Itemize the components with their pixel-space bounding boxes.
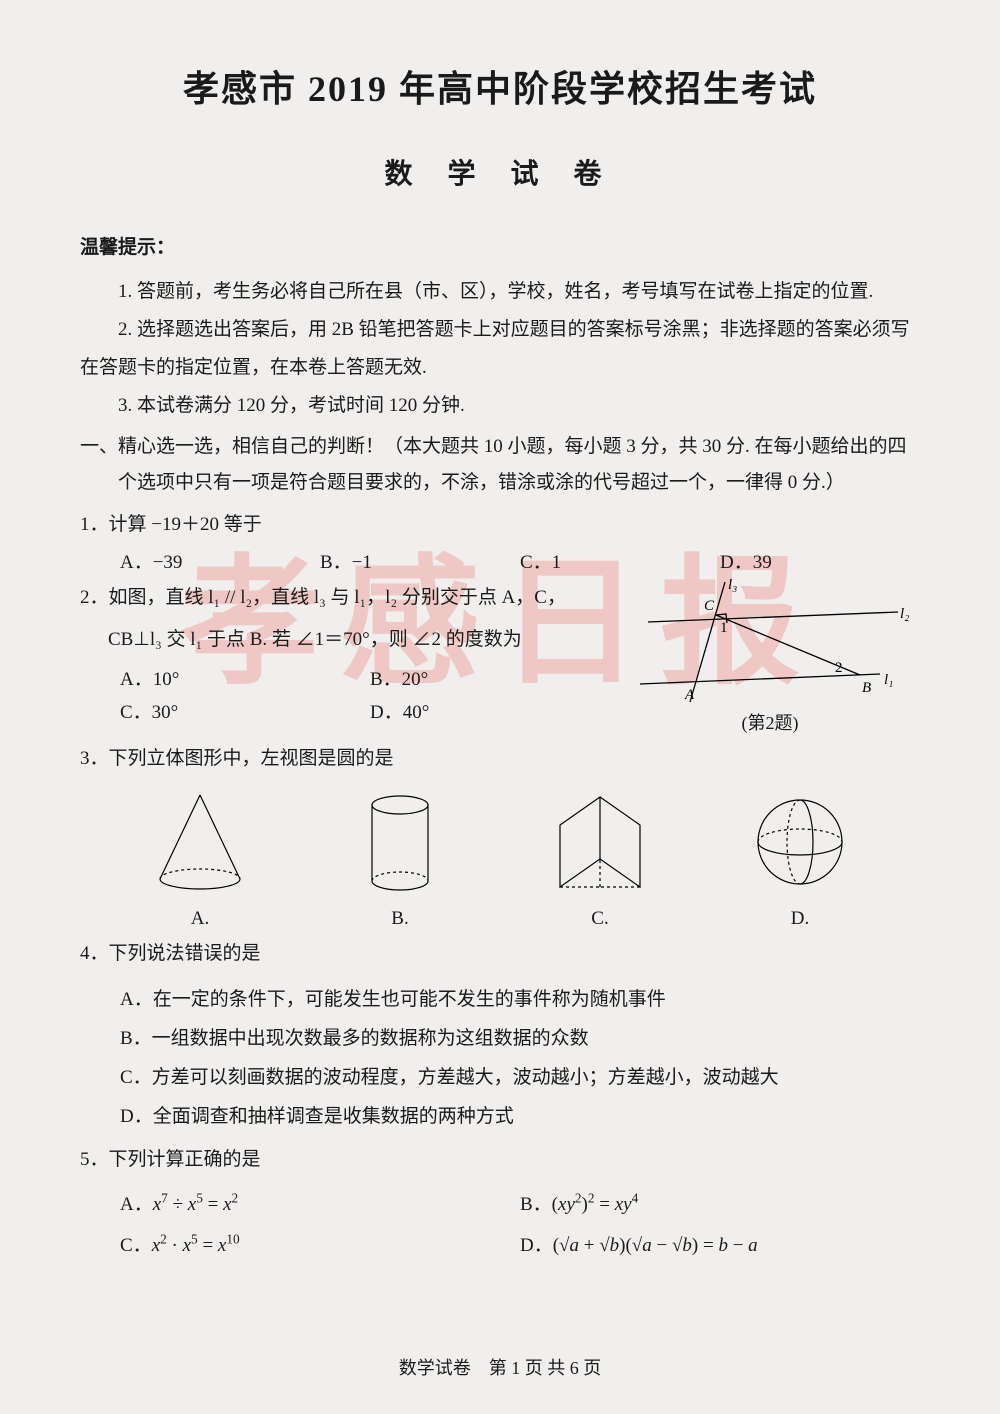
q2-opt-a: A．10° [120,664,370,691]
q4-opt-c: C．方差可以刻画数据的波动程度，方差越大，波动越小；方差越小，波动越大 [120,1062,920,1089]
q2-line1: 2．如图，直线 l₁ // l₂，直线 l₃ 与 l₁，l₂ 分别交于点 A，C… [80,580,620,616]
svg-text:2: 2 [835,660,843,676]
question-2: 2．如图，直线 l₁ // l₂，直线 l₃ 与 l₁，l₂ 分别交于点 A，C… [80,574,920,735]
hint-1: 1. 答题前，考生务必将自己所在县（市、区），学校，姓名，考号填写在试卷上指定的… [80,273,920,311]
q5-opt-d: D．(√a + √b)(√a − √b) = b − a [520,1230,920,1257]
q1-options: A．−39 B．−1 C．1 D．39 [120,547,920,574]
svg-text:l₂: l₂ [900,606,909,622]
svg-text:C: C [704,598,715,614]
q4-opt-b: B．一组数据中出现次数最多的数据称为这组数据的众数 [120,1023,920,1050]
svg-text:B: B [862,680,871,696]
q1-opt-d: D．39 [720,547,920,574]
q2-diagram-icon: l₃ l₂ l₁ A B C 1 2 [630,574,910,704]
page-footer: 数学试卷 第 1 页 共 6 页 [0,1354,1000,1380]
q2-figure: l₃ l₂ l₁ A B C 1 2 (第2题) [620,574,920,735]
q2-caption: (第2题) [620,709,920,735]
q5-opt-a: A．x7 ÷ x5 = x2 [120,1189,520,1216]
q3-shapes: A. B. [100,787,900,930]
section-1-header: 一、精心选一选，相信自己的判断！（本大题共 10 小题，每小题 3 分，共 30… [80,429,920,501]
q4-opt-a: A．在一定的条件下，可能发生也可能不发生的事件称为随机事件 [120,984,920,1011]
q3-label-d: D. [720,908,880,930]
q2-opt-d: D．40° [370,697,620,724]
svg-text:l₁: l₁ [884,672,893,688]
q3-label-c: C. [520,908,680,930]
q1-opt-c: C．1 [520,547,720,574]
hint-2: 2. 选择题选出答案后，用 2B 铅笔把答题卡上对应题目的答案标号涂黑；非选择题… [80,311,920,387]
prism-icon [540,787,660,897]
svg-text:1: 1 [720,620,728,636]
q2-opt-b: B．20° [370,664,620,691]
q5-options: A．x7 ÷ x5 = x2 B．(xy2)2 = xy4 C．x2 · x5 … [120,1183,920,1257]
hint-3: 3. 本试卷满分 120 分，考试时间 120 分钟. [80,387,920,425]
q2-options: A．10° B．20° C．30° D．40° [120,658,620,724]
question-4: 4．下列说法错误的是 [80,936,920,972]
q2-opt-c: C．30° [120,697,370,724]
q1-opt-b: B．−1 [320,547,520,574]
page-content: 孝感市 2019 年高中阶段学校招生考试 数 学 试 卷 温馨提示： 1. 答题… [0,0,1000,1297]
q5-opt-c: C．x2 · x5 = x10 [120,1230,520,1257]
q5-opt-b: B．(xy2)2 = xy4 [520,1189,920,1216]
hint-header: 温馨提示： [80,232,920,259]
svg-text:l₃: l₃ [728,577,737,593]
q4-opt-d: D．全面调查和抽样调查是收集数据的两种方式 [120,1101,920,1128]
svg-text:A: A [684,687,695,703]
question-3: 3．下列立体图形中，左视图是圆的是 [80,741,920,777]
q2-line2: CB⊥l₃ 交 l₁ 于点 B. 若 ∠1＝70°，则 ∠2 的度数为 [108,622,620,658]
q3-label-b: B. [320,908,480,930]
main-title: 孝感市 2019 年高中阶段学校招生考试 [80,60,920,112]
q3-label-a: A. [120,908,280,930]
sphere-icon [745,787,855,897]
question-5: 5．下列计算正确的是 [80,1142,920,1178]
cylinder-icon [355,787,445,897]
question-1: 1．计算 −19＋20 等于 [80,507,920,543]
sub-title: 数 学 试 卷 [80,152,920,192]
q1-opt-a: A．−39 [120,547,320,574]
cone-icon [145,787,255,897]
